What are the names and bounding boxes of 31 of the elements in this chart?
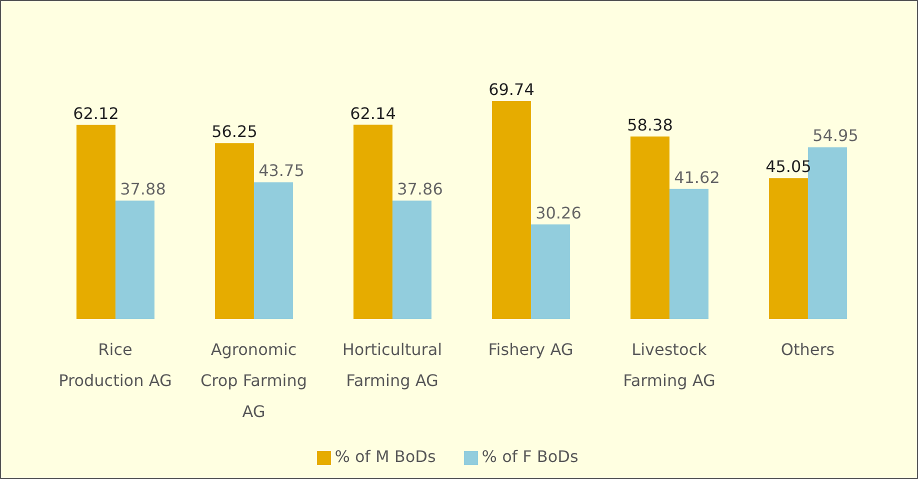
bar [115,200,154,319]
data-label: 45.05 [766,157,812,176]
data-label: 41.62 [674,168,720,187]
data-label: 43.75 [258,161,304,180]
data-label: 58.38 [627,116,673,135]
data-label: 37.88 [120,180,166,199]
bar [353,124,392,319]
x-tick-label: Rice Production AG [58,340,172,390]
bar [669,188,708,319]
bar [254,182,293,319]
x-tick-label: Horticultural Farming AG [342,340,442,390]
data-label: 37.86 [397,180,443,199]
data-label: 62.12 [73,104,119,123]
data-label: 62.14 [350,104,396,123]
legend-label: % of F BoDs [482,447,578,466]
data-label: 30.26 [536,203,582,222]
data-label: 56.25 [212,122,258,142]
data-label: 69.74 [488,80,534,99]
data-label: 54.95 [812,126,858,146]
bar [630,136,670,319]
bar [530,224,570,319]
bar [768,178,808,319]
x-tick-label: Fishery AG [488,340,574,359]
bar [214,143,254,319]
legend-label: % of M BoDs [334,447,436,466]
x-tick-label: Agronomic Crop Farming AG [200,340,308,421]
bar [492,101,531,319]
x-tick-label: Livestock Farming AG [623,340,716,390]
bar [392,200,432,319]
bar [76,124,116,319]
x-tick-label: Others [780,340,835,359]
